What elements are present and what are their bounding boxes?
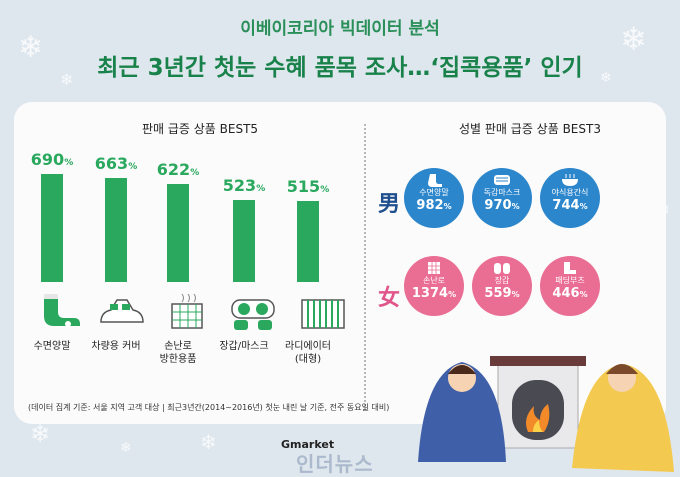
female-product-circle: 패딩부츠 446% <box>540 256 600 316</box>
car-cover-icon <box>100 299 144 323</box>
male-product-circle: 야식용간식 744% <box>540 168 600 228</box>
circle-label: 패딩부츠 <box>555 276 585 285</box>
circle-label: 손난로 <box>422 276 446 285</box>
snack-bowl-icon <box>562 174 578 186</box>
gmarket-logo: Gmarket <box>281 438 335 451</box>
circle-label: 장갑 <box>494 276 510 285</box>
circle-value: 744% <box>552 198 588 213</box>
best5-title: 판매 급증 상품 BEST5 <box>141 122 259 136</box>
circle-label: 독감마스크 <box>483 188 521 197</box>
winter-illustration <box>418 356 674 472</box>
snowflake-decoration: ❄ <box>120 440 132 456</box>
page-subtitle: 이베이코리아 빅데이터 분석 <box>240 19 440 39</box>
hand-warmer-icon <box>171 293 203 329</box>
product-label: 수면양말 <box>33 341 71 352</box>
male-label: 男 <box>378 192 401 217</box>
circle-label: 야식용간식 <box>551 188 589 197</box>
radiator-icon <box>301 299 345 329</box>
snowflake-decoration: ❄ <box>600 70 612 86</box>
bar-2 <box>105 177 127 282</box>
bar-value-label: 523% <box>222 175 266 195</box>
male-product-circle: 독감마스크 970% <box>472 168 532 228</box>
data-footnote: (데이터 집계 기준: 서울 지역 고객 대상 | 최근3년간(2014~201… <box>28 403 390 412</box>
snowflake-decoration: ❄ <box>18 30 44 65</box>
page-title: 최근 3년간 첫눈 수혜 품목 조사…‘집콕용품’ 인기 <box>97 55 583 81</box>
bar-value-label: 622% <box>156 160 200 180</box>
bar-3 <box>167 184 189 282</box>
circle-value: 970% <box>484 198 520 213</box>
mittens-icon <box>494 263 510 274</box>
bar-value-label: 663% <box>94 153 138 173</box>
bar-value-label: 515% <box>286 177 330 197</box>
product-label: 손난로 방한용품 <box>159 341 197 365</box>
male-product-circle: 수면양말 982% <box>404 168 464 228</box>
bar-1 <box>41 173 63 282</box>
mask-icon <box>494 175 510 185</box>
snowflake-decoration: ❄ <box>30 420 51 448</box>
bar-5 <box>297 201 319 282</box>
best3-title: 성별 판매 급증 상품 BEST3 <box>459 122 601 136</box>
snowflake-decoration: ❄ <box>60 70 74 89</box>
product-label: 차량용 커버 <box>91 341 141 352</box>
product-label: 라디에이터 (대형) <box>285 341 331 365</box>
circle-value: 982% <box>416 198 452 213</box>
hand-warmer-icon <box>428 262 440 274</box>
female-product-circle: 장갑 559% <box>472 256 532 316</box>
boots-icon <box>564 262 576 274</box>
sleep-socks-icon <box>44 294 80 327</box>
product-label: 장갑/마스크 <box>219 341 269 352</box>
circle-value: 446% <box>552 286 588 301</box>
bar-4 <box>233 199 255 282</box>
watermark: 인더뉴스 <box>296 452 374 476</box>
circle-label: 수면양말 <box>419 188 449 197</box>
gloves-mask-icon <box>231 299 275 330</box>
snowflake-decoration: ❄ <box>620 20 647 58</box>
female-product-circle: 손난로 1374% <box>404 256 464 316</box>
section-divider <box>364 124 366 410</box>
circle-value: 559% <box>484 286 520 301</box>
sock-icon <box>428 174 442 187</box>
snowflake-decoration: ❄ <box>200 430 217 454</box>
female-label: 女 <box>378 286 401 311</box>
bar-value-label: 690% <box>30 149 74 169</box>
circle-value: 1374% <box>411 286 457 301</box>
